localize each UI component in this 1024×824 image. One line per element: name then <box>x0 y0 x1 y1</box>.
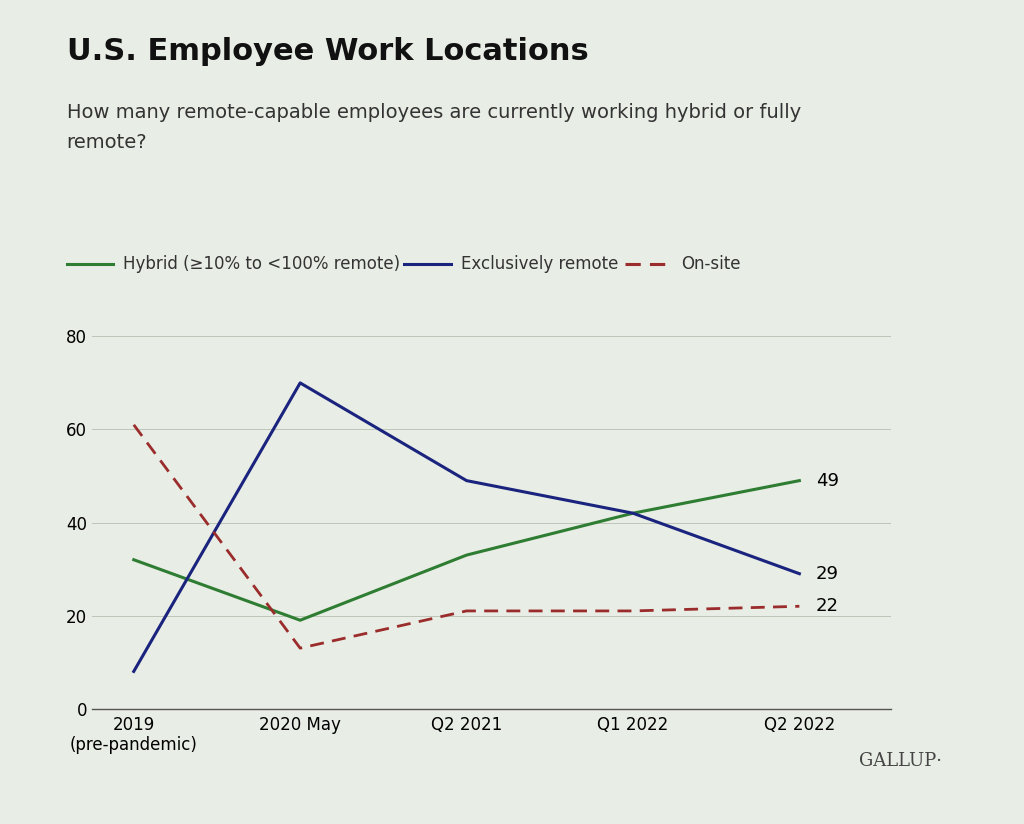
Text: How many remote-capable employees are currently working hybrid or fully
remote?: How many remote-capable employees are cu… <box>67 103 801 152</box>
Text: GALLUP·: GALLUP· <box>859 752 942 770</box>
Text: 22: 22 <box>816 597 839 616</box>
Text: 49: 49 <box>816 471 839 489</box>
Text: U.S. Employee Work Locations: U.S. Employee Work Locations <box>67 37 589 66</box>
Text: Hybrid (≥10% to <100% remote): Hybrid (≥10% to <100% remote) <box>123 255 400 273</box>
Text: Exclusively remote: Exclusively remote <box>461 255 618 273</box>
Text: On-site: On-site <box>681 255 740 273</box>
Text: 29: 29 <box>816 564 839 583</box>
